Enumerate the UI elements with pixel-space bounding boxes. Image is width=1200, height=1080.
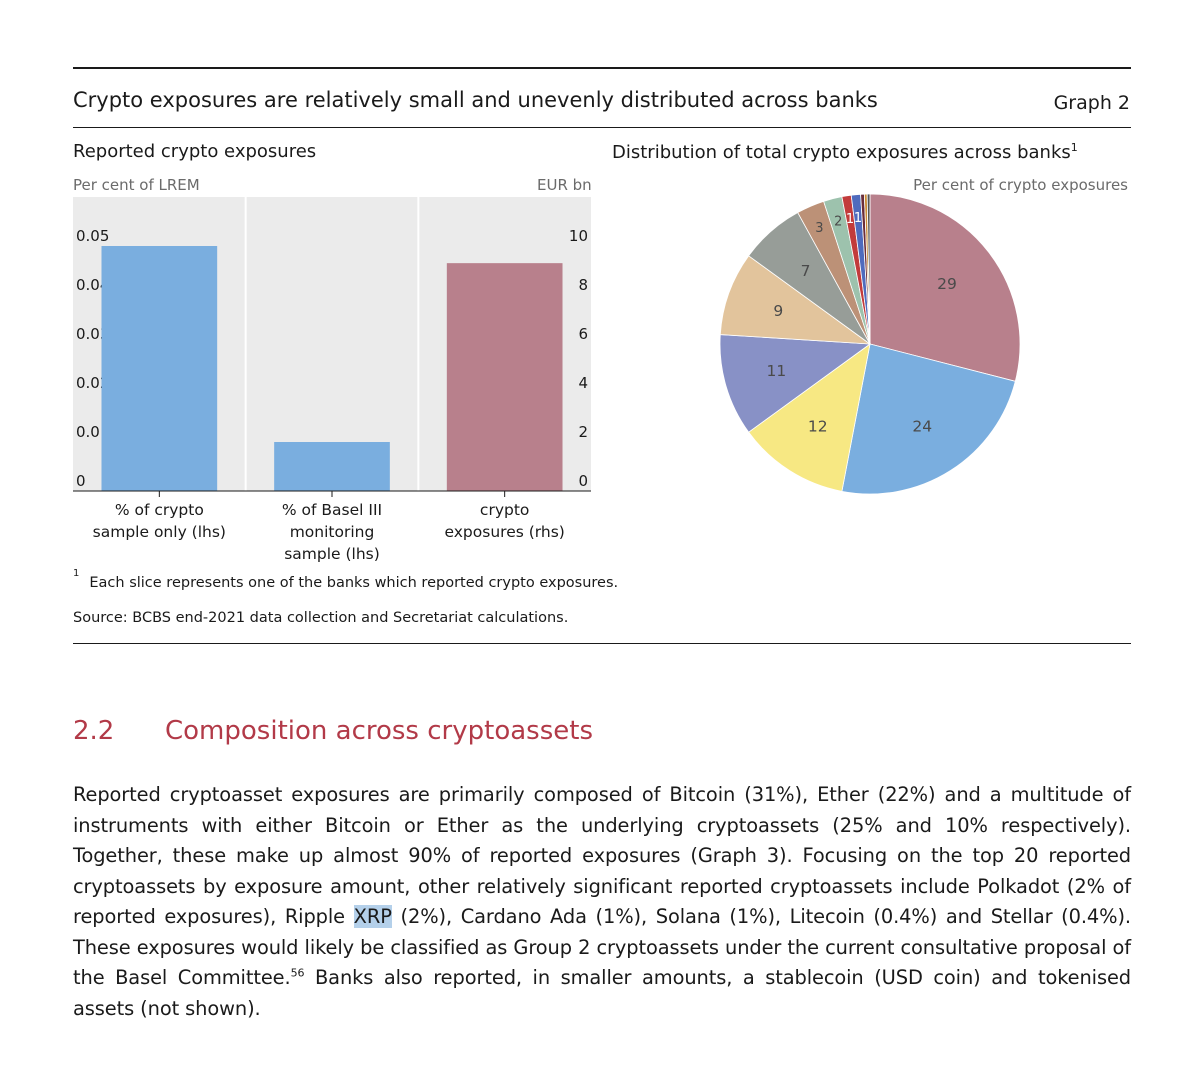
- graph-title: Crypto exposures are relatively small an…: [73, 88, 878, 112]
- pie-slice: [748, 343, 871, 492]
- body-text-3: Banks also reported, in smaller amounts,…: [73, 966, 1131, 1020]
- bar-category-label: sample (lhs): [284, 545, 380, 563]
- pie-slice-label: 9: [773, 302, 783, 320]
- pie-slice-label: 7: [801, 262, 811, 280]
- body-text-1: Reported cryptoasset exposures are prima…: [73, 783, 1131, 928]
- footnote-marker: 1: [73, 568, 80, 579]
- lhs-tick-label: 0.01: [76, 423, 109, 441]
- top-rule: [73, 67, 1131, 69]
- pie-title-footnote-marker: 1: [1070, 141, 1078, 154]
- lhs-tick-label: 0: [76, 472, 86, 490]
- body-text-2: (2%), Cardano Ada (1%), Solana (1%), Lit…: [73, 905, 1131, 989]
- pie-slice-label: 11: [767, 362, 787, 380]
- bar-category-label: exposures (rhs): [445, 523, 565, 541]
- pie-slice-label: 3: [815, 221, 823, 236]
- pie-slice-label: 29: [937, 275, 957, 293]
- bar-category-label: crypto: [480, 501, 529, 519]
- bar: [446, 263, 563, 491]
- pie-slice: [719, 255, 872, 345]
- graph-number: Graph 2: [1053, 92, 1130, 114]
- rhs-tick-label: 4: [578, 374, 588, 392]
- lhs-tick-label: 0.05: [76, 227, 109, 245]
- bar-category-label: sample only (lhs): [93, 523, 226, 541]
- footnote-reference[interactable]: 56: [290, 966, 305, 980]
- lhs-tick-label: 0.02: [76, 374, 109, 392]
- bar-panel-title: Reported crypto exposures: [73, 141, 317, 162]
- pie-slice: [866, 193, 871, 345]
- body-paragraph: Reported cryptoasset exposures are prima…: [73, 780, 1131, 1024]
- bar-category-label: % of crypto: [115, 501, 204, 519]
- pie-slice: [869, 193, 1021, 382]
- pie-slice-label: 1: [846, 212, 854, 227]
- bar-category-label: % of Basel III: [282, 501, 382, 519]
- pie-slice-label: 24: [912, 417, 932, 435]
- pie-slice-label: 1: [854, 211, 862, 226]
- bar-chart: 0 0.01 0.02 0.03 0.04 0.05 0 2 4 6 8 10 % of crypto s…: [73, 197, 591, 563]
- bottom-rule: [73, 643, 1131, 644]
- rhs-tick-label: 6: [578, 325, 588, 343]
- highlighted-text[interactable]: XRP: [353, 905, 392, 928]
- bar-lhs-unit: Per cent of LREM: [73, 176, 200, 194]
- section-number: 2.2: [73, 716, 115, 746]
- section-title: Composition across cryptoassets: [165, 716, 593, 746]
- title-rule: [73, 127, 1131, 128]
- lhs-tick-label: 0.04: [76, 276, 109, 294]
- rhs-tick-label: 8: [578, 276, 588, 294]
- pie-slice-label: 2: [834, 215, 842, 230]
- pie-slice: [841, 343, 1016, 495]
- rhs-tick-label: 2: [578, 423, 588, 441]
- bar-category-label: monitoring: [290, 523, 375, 541]
- pie-slice: [719, 334, 872, 433]
- footnote: 1 Each slice represents one of the banks …: [73, 568, 619, 591]
- bar-rhs-unit: EUR bn: [537, 176, 592, 194]
- bar: [274, 442, 390, 491]
- pie-slice-label: 12: [808, 417, 828, 435]
- rhs-tick-label: 0: [578, 472, 588, 490]
- pie-unit: Per cent of crypto exposures: [913, 176, 1128, 194]
- source-note: Source: BCBS end-2021 data collection an…: [73, 610, 569, 626]
- pie-panel-title: Distribution of total crypto exposures a…: [612, 141, 1078, 163]
- bar: [101, 246, 218, 491]
- lhs-tick-label: 0.03: [76, 325, 109, 343]
- footnote-text: Each slice represents one of the banks w…: [89, 574, 619, 591]
- rhs-tick-label: 10: [569, 227, 588, 245]
- pie-panel-title-text: Distribution of total crypto exposures a…: [612, 142, 1071, 163]
